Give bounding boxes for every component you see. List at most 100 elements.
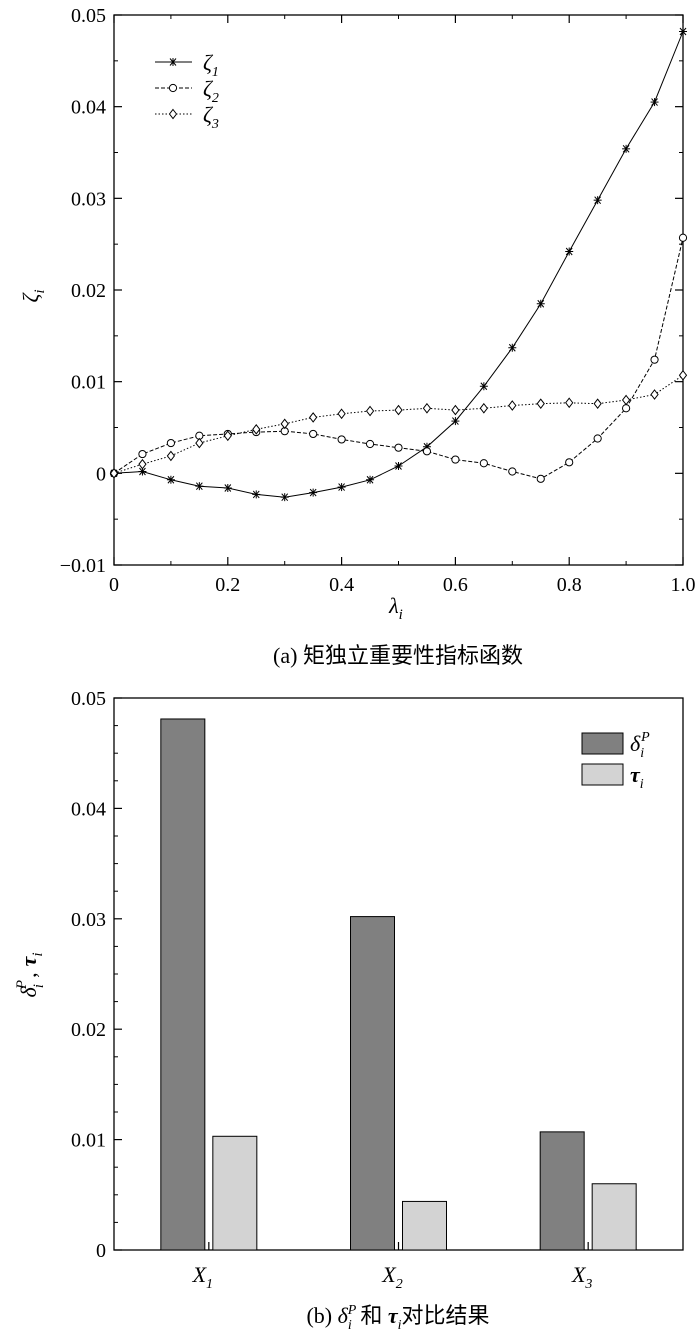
marker-asterisk: [565, 247, 574, 256]
marker-diamond: [166, 450, 176, 462]
bar-delta-1: [160, 718, 206, 1251]
series-markers: [109, 27, 688, 502]
marker-asterisk: [366, 475, 375, 484]
legend-label: ζ1: [203, 50, 219, 80]
marker-circle: [622, 404, 631, 413]
x-tick-label: 0.4: [329, 574, 354, 596]
y-tick-label: 0.04: [71, 798, 106, 820]
marker-circle: [422, 447, 432, 456]
marker-asterisk: [508, 343, 517, 352]
marker-diamond: [309, 412, 318, 423]
marker-circle: [309, 429, 318, 439]
marker-circle: [565, 458, 574, 467]
legend-swatch-delta: [581, 732, 624, 755]
marker-asterisk: [280, 493, 289, 502]
marker-circle: [678, 233, 688, 242]
y-tick-label: 0.05: [71, 688, 106, 710]
marker-asterisk: [169, 58, 177, 66]
marker-diamond: [621, 394, 631, 406]
marker-diamond: [138, 458, 147, 470]
legend-label: τi: [630, 762, 644, 792]
y-tick-label: 0: [96, 463, 106, 485]
y-axis-ticks-a: −0.01 0 0.01 0.02 0.03 0.04 0.05: [60, 5, 683, 577]
marker-diamond: [593, 398, 602, 409]
marker-diamond: [109, 468, 119, 479]
bars: [160, 718, 637, 1251]
marker-circle: [508, 467, 517, 476]
marker-diamond: [337, 408, 346, 420]
y-tick-label: 0.01: [71, 372, 106, 394]
y-tick-label: 0.05: [71, 5, 106, 27]
marker-diamond: [195, 437, 204, 449]
marker-asterisk: [166, 475, 175, 484]
marker-diamond: [223, 430, 232, 442]
marker-circle: [166, 438, 175, 448]
series-lines: [113, 31, 684, 498]
marker-asterisk: [223, 484, 232, 492]
legend-label: ζ3: [203, 102, 219, 132]
marker-diamond: [650, 389, 659, 400]
caption-b: (b) δiP 和 τi对比结果: [306, 1303, 489, 1333]
x-tick-label: X3: [571, 1262, 592, 1292]
y-axis-label-b: δiP,τi: [14, 952, 47, 997]
x-axis-label-a: λi: [388, 593, 403, 623]
x-tick-label: 0.2: [215, 574, 240, 596]
marker-asterisk: [593, 196, 602, 205]
bar-tau-2: [402, 1200, 447, 1251]
marker-circle: [479, 459, 488, 468]
series-line-1: [113, 31, 684, 498]
x-axis-ticks-a: 0 0.2 0.4 0.6 0.8 1.0: [109, 15, 696, 596]
marker-asterisk: [394, 462, 403, 470]
marker-circle: [394, 443, 403, 452]
x-tick-label: 0: [109, 574, 119, 596]
marker-asterisk: [309, 488, 318, 497]
x-tick-label: X2: [381, 1262, 402, 1292]
marker-diamond: [451, 404, 460, 416]
marker-diamond: [168, 108, 178, 120]
marker-asterisk: [451, 417, 460, 426]
y-axis-label-a: ζi: [18, 289, 48, 302]
y-tick-label: 0.01: [71, 1130, 106, 1152]
x-tick-label: X1: [192, 1262, 213, 1292]
bar-delta-2: [350, 916, 395, 1251]
y-tick-label: 0.02: [71, 280, 106, 302]
y-tick-label: 0.02: [71, 1019, 106, 1041]
marker-diamond: [252, 424, 261, 435]
series-line-3: [113, 374, 684, 474]
marker-asterisk: [195, 482, 204, 491]
bar-tau-3: [591, 1183, 637, 1251]
marker-circle: [593, 434, 602, 443]
marker-circle: [650, 355, 659, 364]
marker-diamond: [365, 405, 375, 417]
legend-label: δiP: [630, 730, 650, 761]
y-tick-label: 0.03: [71, 909, 106, 931]
x-tick-label: 1.0: [671, 574, 696, 596]
caption-a: (a) 矩独立重要性指标函数: [273, 643, 523, 668]
marker-circle: [138, 449, 147, 459]
marker-asterisk: [479, 382, 488, 391]
marker-diamond: [394, 404, 403, 416]
marker-circle: [451, 455, 460, 464]
marker-diamond: [422, 402, 432, 414]
marker-diamond: [565, 397, 574, 409]
legend-swatch-tau: [581, 763, 624, 786]
marker-diamond: [678, 369, 688, 381]
bar-tau-1: [212, 1135, 258, 1251]
marker-diamond: [536, 398, 545, 409]
marker-asterisk: [650, 98, 659, 107]
marker-asterisk: [252, 490, 261, 499]
marker-asterisk: [337, 483, 346, 492]
x-tick-label: 0.8: [557, 574, 582, 596]
marker-asterisk: [679, 27, 687, 36]
y-axis-ticks-b: 0 0.01 0.02 0.03 0.04 0.05: [71, 688, 122, 1262]
y-tick-label: 0.04: [71, 97, 106, 119]
marker-circle: [168, 83, 178, 93]
marker-circle: [337, 435, 346, 444]
y-tick-label: 0: [96, 1240, 106, 1262]
marker-diamond: [280, 418, 289, 430]
